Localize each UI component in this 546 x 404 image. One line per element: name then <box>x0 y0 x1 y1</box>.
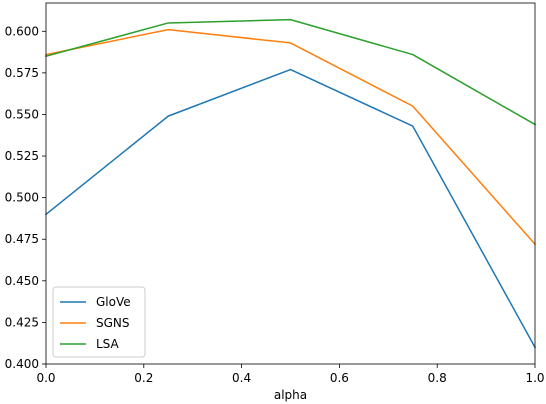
x-tick-label: 0.0 <box>36 371 55 385</box>
y-tick-label: 0.550 <box>5 107 39 121</box>
y-tick-label: 0.425 <box>5 315 39 329</box>
x-tick-label: 0.2 <box>134 371 153 385</box>
legend-label: LSA <box>96 337 120 351</box>
y-tick-label: 0.525 <box>5 149 39 163</box>
x-tick-label: 0.6 <box>330 371 349 385</box>
legend-label: SGNS <box>96 316 130 330</box>
legend-box <box>52 286 146 358</box>
x-tick-label: 1.0 <box>525 371 544 385</box>
y-tick-label: 0.475 <box>5 232 39 246</box>
x-axis: 0.0 0.2 0.4 0.6 0.8 1.0 <box>36 364 545 385</box>
x-tick-label: 0.4 <box>232 371 251 385</box>
x-axis-label: alpha <box>274 388 307 402</box>
series-line-lsa <box>45 18 537 126</box>
y-tick-label: 0.575 <box>5 66 39 80</box>
y-tick-label: 0.600 <box>5 24 39 38</box>
series-line-sgns <box>45 28 537 246</box>
series-layer <box>44 18 537 349</box>
plot-frame <box>45 2 536 365</box>
y-tick-label: 0.400 <box>5 357 39 371</box>
y-axis: 0.400 0.425 0.450 0.475 0.500 0.525 0.550 0.575… <box>5 24 46 371</box>
series-line-glove <box>44 68 537 349</box>
y-tick-label: 0.450 <box>5 274 39 288</box>
x-tick-label: 0.8 <box>428 371 447 385</box>
legend-label: GloVe <box>96 295 131 309</box>
legend: GloVe SGNS LSA <box>52 286 146 358</box>
y-tick-label: 0.500 <box>5 191 39 205</box>
